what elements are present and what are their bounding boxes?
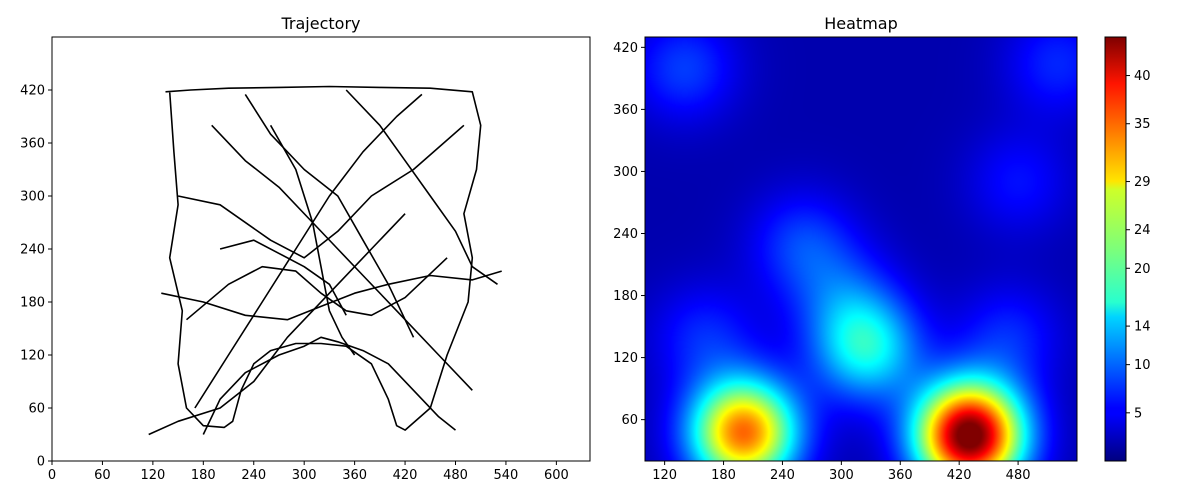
y-tick-label: 300 — [613, 165, 638, 180]
x-tick-label: 420 — [393, 468, 418, 483]
trajectory-path — [345, 89, 498, 285]
trajectory-path — [185, 257, 448, 321]
colorbar-gradient — [1105, 37, 1126, 461]
x-tick-label: 240 — [770, 468, 795, 483]
y-tick-label: 360 — [20, 137, 45, 152]
x-tick-label: 120 — [652, 468, 677, 483]
trajectory-path — [177, 124, 465, 259]
y-tick-label: 180 — [613, 289, 638, 304]
colorbar-tick-label: 10 — [1134, 358, 1151, 373]
x-tick-label: 360 — [888, 468, 913, 483]
trajectory-panel: Trajectory 0 60 120 180 240 300 360 420 480 540 60… — [20, 14, 591, 483]
y-tick-label: 120 — [20, 349, 45, 364]
colorbar-tick-label: 20 — [1134, 262, 1151, 277]
x-tick-label: 420 — [947, 468, 972, 483]
x-tick-label: 300 — [829, 468, 854, 483]
trajectory-title: Trajectory — [281, 14, 361, 33]
heatmap-y-axis: 60 120 180 240 300 360 420 — [613, 41, 645, 428]
x-tick-label: 240 — [241, 468, 266, 483]
trajectory-x-axis: 0 60 120 180 240 300 360 420 480 540 600 — [48, 461, 569, 483]
y-tick-label: 120 — [613, 351, 638, 366]
x-tick-label: 180 — [711, 468, 736, 483]
y-tick-label: 360 — [613, 103, 638, 118]
y-tick-label: 420 — [20, 84, 45, 99]
heatmap-panel: Heatmap 120 180 240 300 360 420 480 60 120 180 24… — [613, 14, 1078, 483]
x-tick-label: 0 — [48, 468, 56, 483]
heatmap-frame — [644, 36, 1078, 462]
x-tick-label: 180 — [191, 468, 216, 483]
y-tick-label: 420 — [613, 41, 638, 56]
colorbar-tick-label: 40 — [1134, 69, 1151, 84]
y-tick-label: 180 — [20, 296, 45, 311]
y-tick-label: 0 — [37, 455, 45, 470]
trajectory-y-axis: 0 60 120 180 240 300 360 420 — [20, 84, 52, 470]
trajectory-path — [219, 239, 347, 316]
colorbar-tick-label: 29 — [1134, 175, 1151, 190]
heatmap-image — [645, 37, 1077, 461]
colorbar-tick-label: 35 — [1134, 117, 1151, 132]
trajectory-path — [202, 336, 456, 435]
colorbar-tick-label: 14 — [1134, 320, 1151, 335]
x-tick-label: 360 — [342, 468, 367, 483]
x-tick-label: 480 — [1006, 468, 1031, 483]
trajectory-path — [165, 85, 482, 431]
colorbar-tick-label: 24 — [1134, 223, 1151, 238]
heatmap-title: Heatmap — [824, 14, 898, 33]
y-tick-label: 60 — [621, 413, 638, 428]
trajectory-path — [211, 124, 473, 391]
heatmap-x-axis: 120 180 240 300 360 420 480 — [652, 461, 1031, 483]
y-tick-label: 60 — [28, 402, 45, 417]
colorbar-frame — [1104, 36, 1127, 462]
y-tick-label: 300 — [20, 190, 45, 205]
y-tick-label: 240 — [20, 243, 45, 258]
x-tick-label: 600 — [544, 468, 569, 483]
x-tick-label: 540 — [494, 468, 519, 483]
trajectory-lines — [148, 85, 502, 436]
colorbar: 5 10 14 20 24 29 35 40 — [1104, 36, 1151, 462]
trajectory-plot-area — [52, 37, 590, 461]
colorbar-tick-label: 5 — [1134, 406, 1142, 421]
trajectory-path — [148, 213, 406, 436]
x-tick-label: 120 — [140, 468, 165, 483]
x-tick-label: 480 — [443, 468, 468, 483]
x-tick-label: 300 — [292, 468, 317, 483]
colorbar-ticks: 5 10 14 20 24 29 35 40 — [1126, 69, 1151, 421]
x-tick-label: 60 — [94, 468, 111, 483]
trajectory-path — [269, 124, 356, 356]
y-tick-label: 240 — [613, 227, 638, 242]
